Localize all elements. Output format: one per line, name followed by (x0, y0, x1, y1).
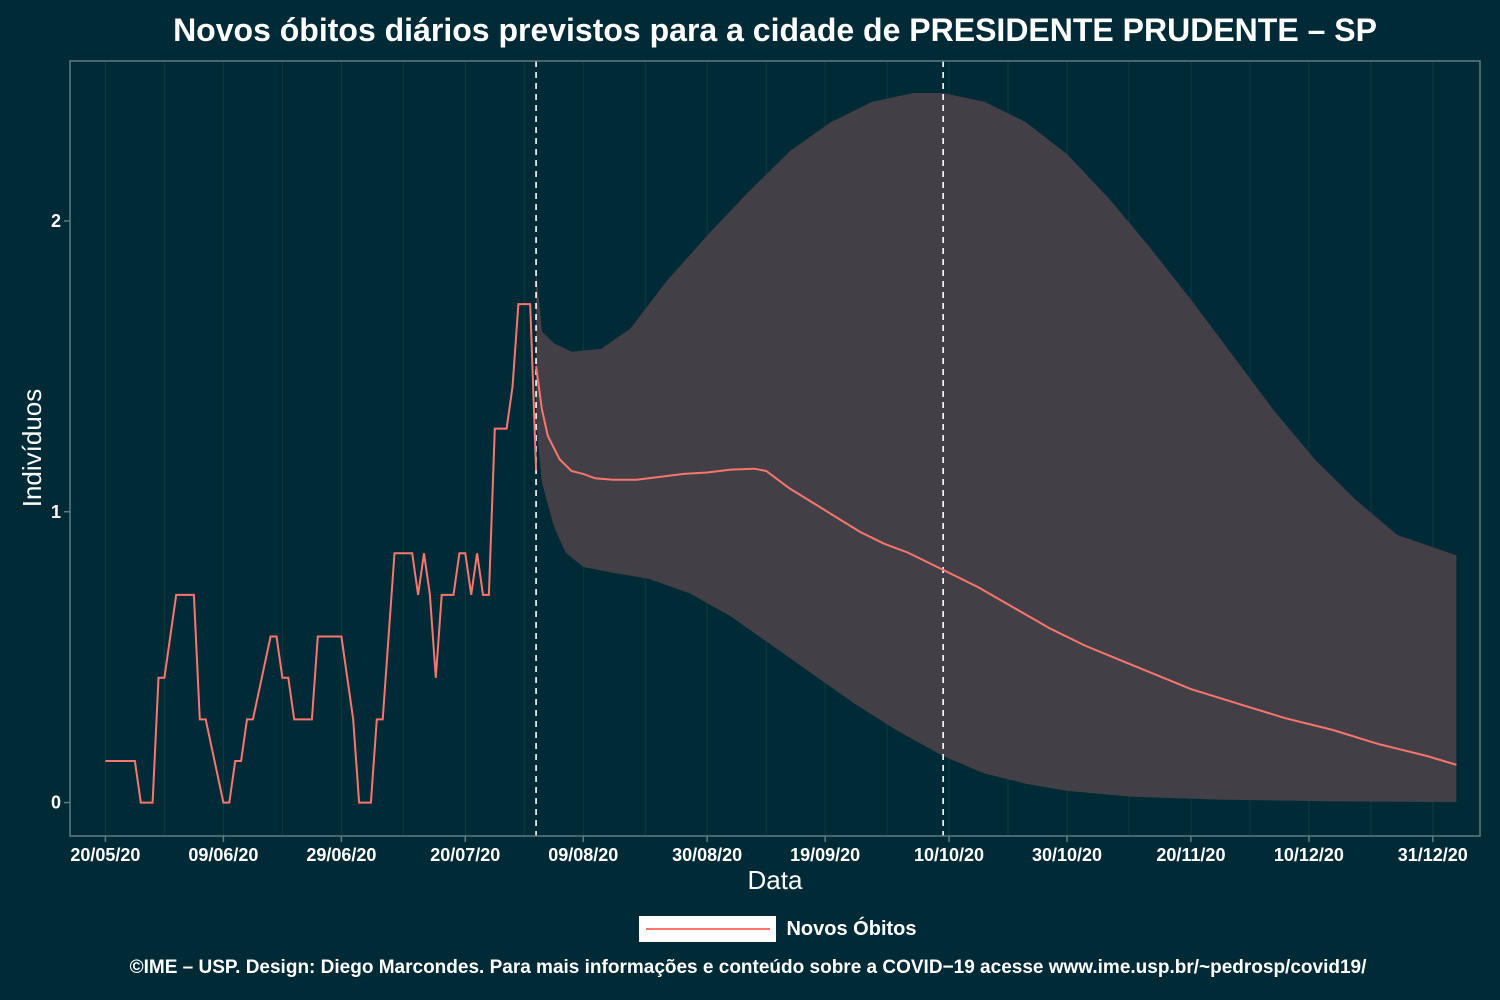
plot-frame (69, 60, 1481, 837)
confidence-band (536, 93, 1457, 802)
y-axis-label: Indivíduos (17, 389, 47, 508)
x-tick-label: 30/08/20 (672, 845, 742, 865)
x-tick-label: 20/07/20 (430, 845, 500, 865)
y-tick-label: 2 (51, 211, 61, 231)
x-tick-label: 20/05/20 (70, 845, 140, 865)
x-tick-label: 31/12/20 (1398, 845, 1468, 865)
x-axis-label: Data (748, 865, 803, 895)
x-tick-label: 09/06/20 (188, 845, 258, 865)
legend-label: Novos Óbitos (786, 917, 917, 940)
legend-key (639, 916, 777, 942)
y-axis: 0 1 2 (51, 211, 70, 813)
x-tick-label: 29/06/20 (306, 845, 376, 865)
x-tick-label: 10/10/20 (914, 845, 984, 865)
legend: Novos Óbitos (0, 916, 1500, 942)
x-tick-label: 30/10/20 (1032, 845, 1102, 865)
legend-key-line (645, 928, 770, 930)
forecast-series-line (535, 366, 1457, 766)
x-tick-label: 20/11/20 (1156, 845, 1225, 865)
y-tick-label: 1 (51, 502, 61, 522)
x-tick-label: 19/09/20 (790, 845, 860, 865)
chart-title: Novos óbitos diários previstos para a ci… (173, 12, 1377, 48)
x-tick-label: 09/08/20 (548, 845, 618, 865)
y-tick-label: 0 (51, 793, 61, 813)
x-tick-label: 10/12/20 (1274, 845, 1344, 865)
chart: 20/05/20 09/06/20 29/06/20 20/07/20 09/08/20… (17, 60, 1481, 895)
observed-series-line (105, 303, 538, 804)
caption: ©IME – USP. Design: Diego Marcondes. Par… (129, 957, 1367, 978)
x-axis: 20/05/20 09/06/20 29/06/20 20/07/20 09/08/20… (70, 836, 1468, 865)
